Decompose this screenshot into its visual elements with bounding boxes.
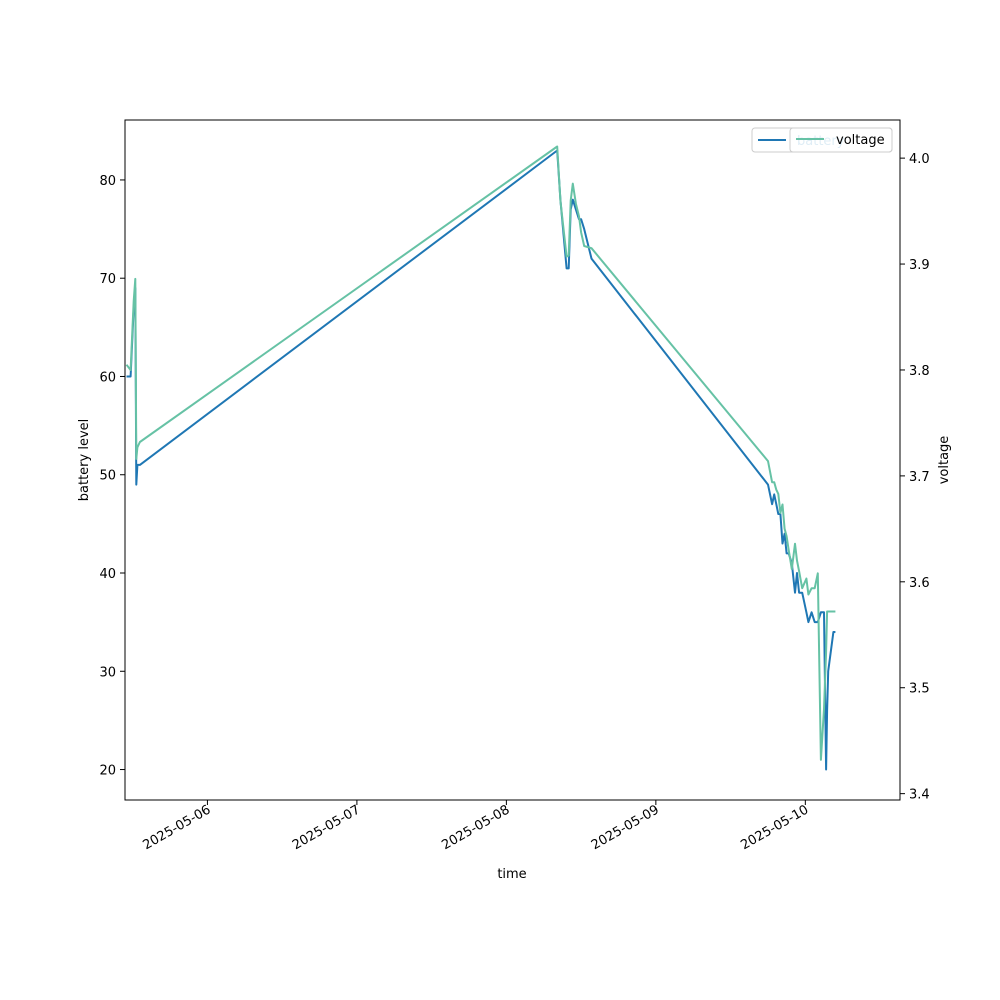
- plot-frame: [124, 119, 901, 801]
- y-axis-label-right: voltage: [937, 436, 952, 485]
- y-tick-label-left: 80: [99, 174, 116, 189]
- y-tick-label-left: 30: [99, 665, 116, 680]
- y-tick-label-right: 3.7: [909, 470, 930, 485]
- x-axis: 2025-05-06 2025-05-07 2025-05-08 2025-05-09…: [140, 800, 811, 853]
- x-tick-label: 2025-05-06: [140, 802, 213, 853]
- series-line-battery: [126, 149, 836, 771]
- y-tick-label-left: 20: [99, 764, 116, 779]
- series-layer: [125, 145, 836, 771]
- x-tick-label: 2025-05-09: [589, 802, 662, 853]
- y-axis-right: 3.4 3.5 3.6 3.7 3.8 3.9 4.0: [900, 152, 930, 803]
- y-tick-label-left: 50: [99, 469, 116, 484]
- y-tick-label-right: 3.4: [909, 788, 930, 803]
- x-tick-label: 2025-05-10: [738, 802, 811, 853]
- y-tick-label-right: 3.5: [909, 682, 930, 697]
- legend-voltage-label: voltage: [836, 133, 885, 148]
- series-line-voltage: [125, 145, 836, 761]
- y-tick-label-right: 3.6: [909, 576, 930, 591]
- y-tick-label-left: 40: [99, 567, 116, 582]
- y-tick-label-right: 3.9: [909, 258, 930, 273]
- y-tick-label-right: 3.8: [909, 364, 930, 379]
- y-tick-label-right: 4.0: [909, 152, 930, 167]
- x-tick-label: 2025-05-07: [290, 802, 363, 853]
- legend-box: [789, 127, 893, 153]
- x-tick-label: 2025-05-08: [439, 802, 512, 853]
- y-tick-label-left: 60: [99, 370, 116, 385]
- legend-voltage: voltage: [789, 127, 893, 153]
- y-axis-left: 20 30 40 50 60 70 80: [99, 174, 125, 779]
- y-tick-label-left: 70: [99, 272, 116, 287]
- x-axis-label: time: [497, 867, 526, 882]
- y-axis-label-left: battery level: [77, 419, 92, 502]
